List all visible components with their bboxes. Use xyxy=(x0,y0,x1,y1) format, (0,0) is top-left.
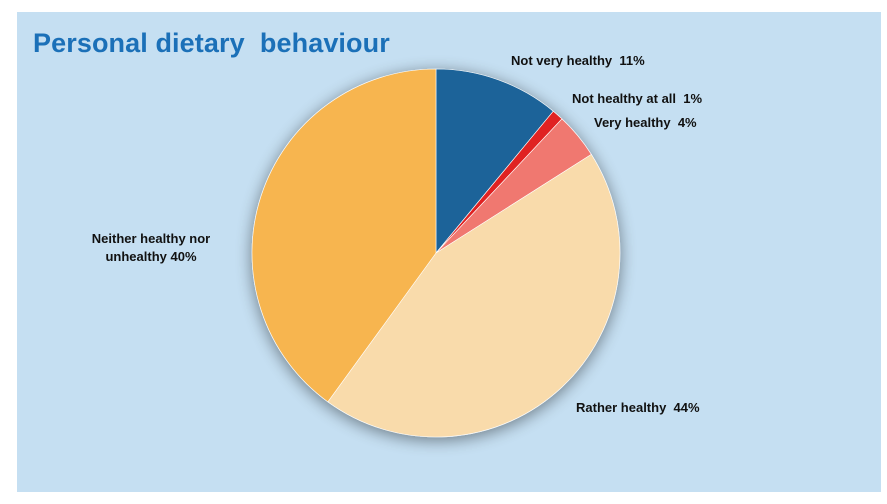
pie-slice-neither-healthy-nor-unhealthy xyxy=(251,68,437,403)
pie-slice-not-very-healthy xyxy=(435,68,554,254)
label-very-healthy: Very healthy 4% xyxy=(594,115,697,130)
label-rather-healthy: Rather healthy 44% xyxy=(576,400,700,415)
label-not-healthy-at-all: Not healthy at all 1% xyxy=(572,91,702,106)
chart-title: Personal dietary behaviour xyxy=(33,28,390,58)
label-neither-line2: unhealthy 40% xyxy=(105,249,196,264)
pie-slice-rather-healthy xyxy=(327,153,621,438)
pie-slices xyxy=(251,68,621,438)
label-neither-line1: Neither healthy nor xyxy=(92,231,210,246)
label-not-very-healthy: Not very healthy 11% xyxy=(511,53,645,68)
